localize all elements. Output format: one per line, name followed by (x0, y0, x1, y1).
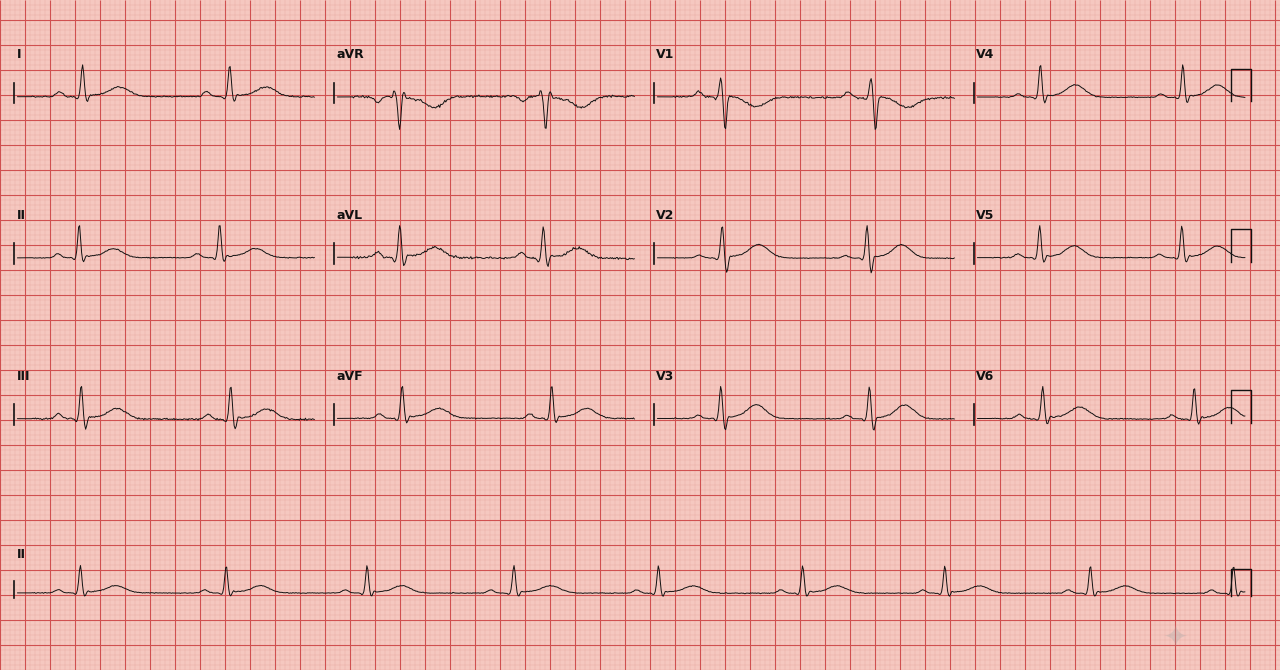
Text: aVF: aVF (337, 370, 364, 383)
Text: V2: V2 (657, 209, 675, 222)
Text: V6: V6 (977, 370, 995, 383)
Text: aVL: aVL (337, 209, 362, 222)
Text: I: I (17, 48, 20, 62)
Text: II: II (17, 548, 26, 561)
Text: V1: V1 (657, 48, 675, 62)
Text: II: II (17, 209, 26, 222)
Text: V5: V5 (977, 209, 995, 222)
Text: V3: V3 (657, 370, 675, 383)
Text: ✦: ✦ (1162, 624, 1188, 653)
Text: V4: V4 (977, 48, 995, 62)
Text: III: III (17, 370, 29, 383)
Text: aVR: aVR (337, 48, 364, 62)
